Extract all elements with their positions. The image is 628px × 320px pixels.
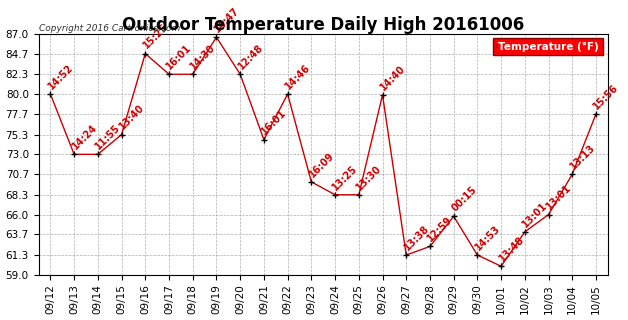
Text: 12:48: 12:48: [236, 43, 265, 71]
Text: 13:30: 13:30: [354, 163, 384, 192]
Text: 13:01: 13:01: [521, 200, 550, 229]
Text: 14:40: 14:40: [378, 63, 407, 92]
Text: 13:25: 13:25: [331, 163, 360, 192]
Text: 13:40: 13:40: [117, 103, 146, 132]
Text: 00:15: 00:15: [450, 185, 479, 213]
Text: 14:46: 14:46: [283, 62, 312, 91]
Legend: Temperature (°F): Temperature (°F): [492, 38, 603, 55]
Text: 14:24: 14:24: [70, 123, 99, 152]
Text: 14:53: 14:53: [473, 223, 502, 252]
Text: 16:09: 16:09: [307, 150, 336, 179]
Text: 15:56: 15:56: [592, 82, 620, 111]
Text: 13:13: 13:13: [568, 142, 597, 171]
Text: 14:47: 14:47: [212, 5, 241, 35]
Text: 14:30: 14:30: [188, 43, 217, 71]
Title: Outdoor Temperature Daily High 20161006: Outdoor Temperature Daily High 20161006: [122, 16, 524, 34]
Text: 13:48: 13:48: [497, 234, 526, 263]
Text: 15:25: 15:25: [141, 22, 170, 51]
Text: 16:01: 16:01: [165, 43, 193, 71]
Text: 12:59: 12:59: [426, 215, 455, 244]
Text: 11:55: 11:55: [94, 123, 122, 152]
Text: 14:52: 14:52: [46, 62, 75, 91]
Text: 13:01: 13:01: [544, 183, 573, 212]
Text: 13:38: 13:38: [402, 223, 431, 252]
Text: Copyright 2016 Cartronics.com: Copyright 2016 Cartronics.com: [39, 24, 180, 33]
Text: 16:01: 16:01: [259, 108, 289, 137]
